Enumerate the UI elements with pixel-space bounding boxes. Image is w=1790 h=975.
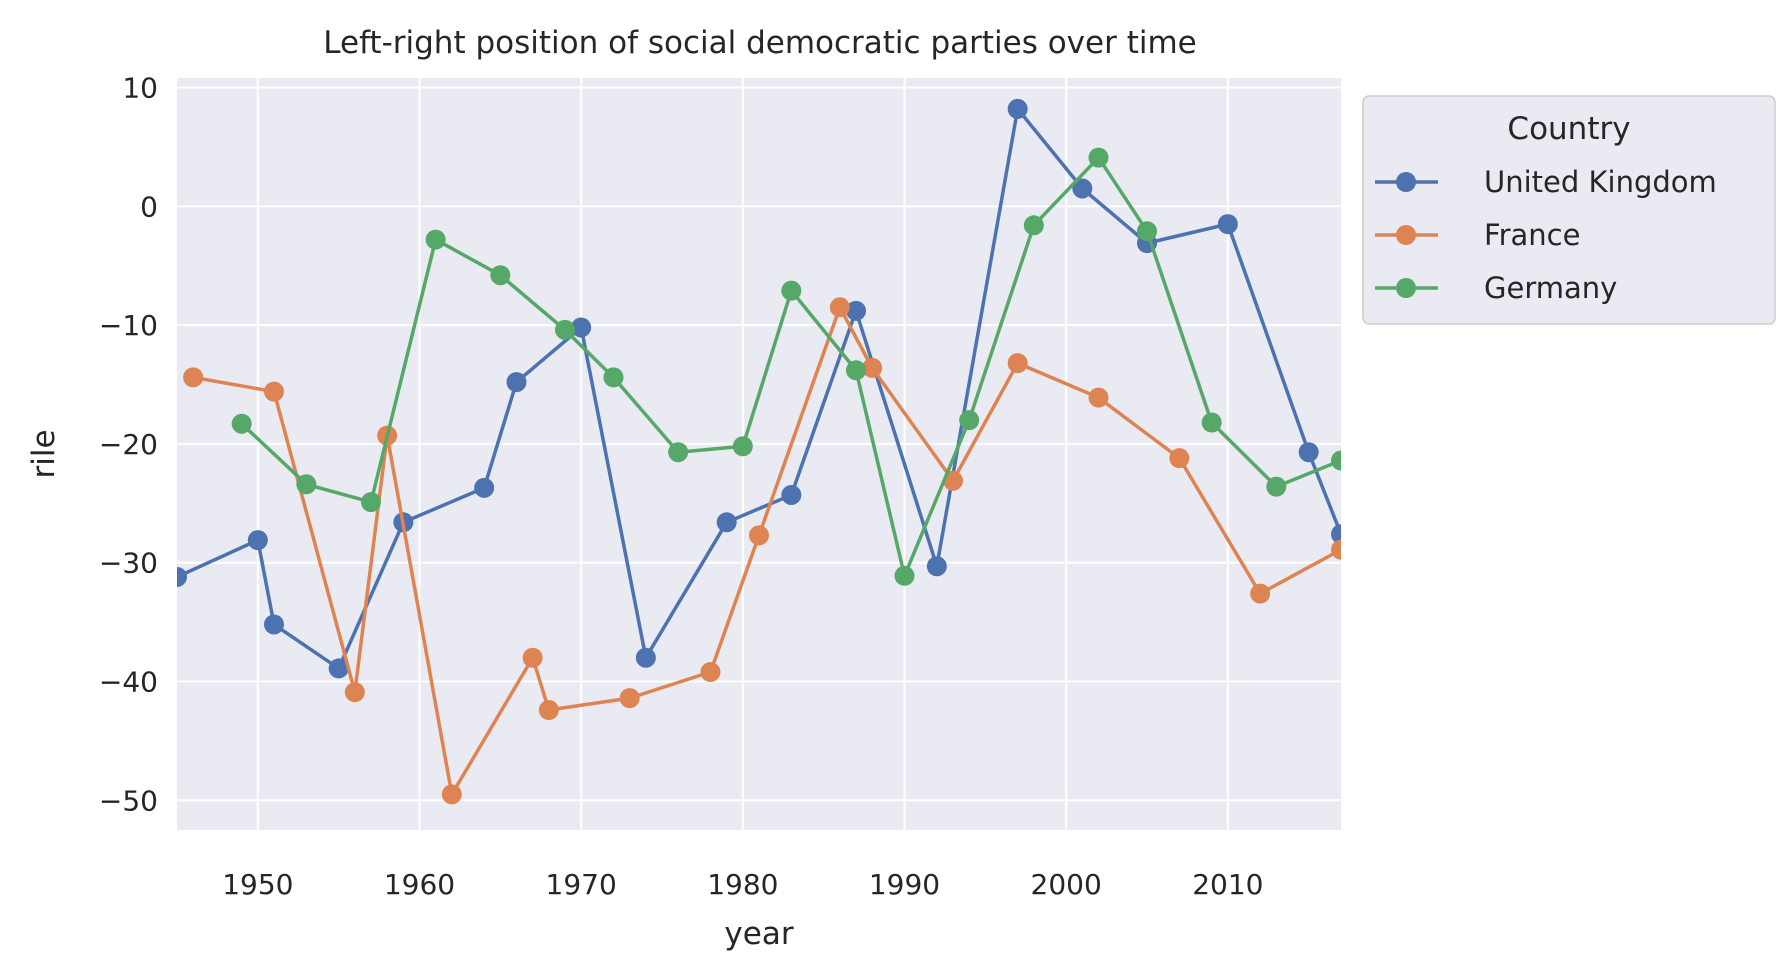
x-tick-label: 1990 <box>869 868 940 901</box>
data-point <box>296 474 317 495</box>
data-point <box>264 614 284 635</box>
legend-item: France <box>1375 218 1580 252</box>
y-tick-label: 0 <box>140 190 158 223</box>
data-point <box>1331 450 1341 471</box>
series-line <box>192 305 1341 797</box>
data-point <box>732 436 753 457</box>
data-point <box>183 367 204 388</box>
data-point <box>328 658 349 679</box>
series-germany <box>231 147 1341 586</box>
y-tick-label: −40 <box>99 666 158 699</box>
data-point <box>1217 214 1238 235</box>
data-point <box>943 470 963 491</box>
data-point <box>1331 539 1341 560</box>
y-axis-ticks: 10 0 −10 −20 −30 −40 −50 <box>99 72 158 818</box>
data-point <box>1007 353 1028 374</box>
legend-item: United Kingdom <box>1375 165 1717 199</box>
data-point <box>894 565 915 586</box>
data-point <box>344 682 365 703</box>
data-point <box>571 317 592 338</box>
chart-title: Left-right position of social democratic… <box>323 25 1196 61</box>
y-axis-label: rile <box>26 429 62 478</box>
data-point <box>231 413 252 434</box>
plot-area <box>177 78 1341 830</box>
data-point <box>441 784 462 805</box>
data-point <box>177 566 187 587</box>
legend-label: Germany <box>1484 271 1617 305</box>
x-tick-label: 1980 <box>707 868 778 901</box>
data-point <box>603 367 624 388</box>
data-point <box>700 661 721 682</box>
data-point <box>474 477 495 498</box>
data-point <box>635 647 656 668</box>
data-point <box>506 372 527 393</box>
data-point <box>264 381 284 402</box>
series-united-kingdom <box>177 98 1341 679</box>
data-point <box>846 300 866 321</box>
data-point <box>1088 387 1109 408</box>
legend-label: France <box>1484 218 1580 252</box>
x-tick-label: 1960 <box>384 868 455 901</box>
data-point <box>619 688 640 709</box>
x-tick-label: 2000 <box>1031 868 1102 901</box>
legend-item: Germany <box>1375 271 1617 305</box>
legend-box <box>1362 95 1776 325</box>
data-point <box>1201 412 1222 433</box>
data-point <box>361 492 381 513</box>
data-point <box>490 265 511 286</box>
y-tick-label: −20 <box>99 428 158 461</box>
data-point <box>846 360 866 381</box>
legend-label: United Kingdom <box>1484 165 1717 199</box>
data-point <box>555 319 575 340</box>
x-tick-label: 1970 <box>546 868 617 901</box>
data-point <box>1331 524 1341 545</box>
legend: Country United Kingdom France Germany <box>1362 95 1776 325</box>
data-point <box>829 297 850 318</box>
series-france <box>183 297 1341 805</box>
data-point <box>1298 442 1319 463</box>
data-point <box>926 556 947 577</box>
data-point <box>538 700 559 721</box>
x-axis-label: year <box>724 916 793 952</box>
y-tick-label: 10 <box>122 72 158 105</box>
data-point <box>1088 147 1109 168</box>
data-point <box>749 525 769 546</box>
data-point <box>1023 215 1044 236</box>
series-layer <box>177 98 1341 805</box>
x-tick-label: 2010 <box>1192 868 1263 901</box>
data-point <box>716 512 737 533</box>
legend-title: Country <box>1507 111 1630 147</box>
data-point <box>781 280 802 301</box>
data-point <box>1007 98 1028 119</box>
data-point <box>668 442 689 463</box>
data-point <box>247 530 268 551</box>
data-point <box>1266 476 1287 497</box>
legend-marker <box>1396 172 1416 192</box>
data-point <box>959 410 980 431</box>
data-point <box>1137 221 1157 242</box>
y-tick-label: −50 <box>99 784 158 817</box>
data-point <box>1169 448 1190 469</box>
data-point <box>1250 583 1271 604</box>
data-point <box>1072 178 1093 199</box>
data-point <box>522 647 543 668</box>
y-tick-label: −30 <box>99 547 158 580</box>
data-point <box>781 484 802 505</box>
data-point <box>862 357 883 378</box>
legend-marker <box>1396 225 1416 245</box>
x-tick-label: 1950 <box>222 868 293 901</box>
legend-items: United Kingdom France Germany <box>1375 165 1717 305</box>
y-tick-label: −10 <box>99 309 158 342</box>
data-point <box>425 229 446 250</box>
legend-marker <box>1396 278 1416 298</box>
x-axis-ticks: 1950 1960 1970 1980 1990 2000 2010 <box>222 868 1263 901</box>
